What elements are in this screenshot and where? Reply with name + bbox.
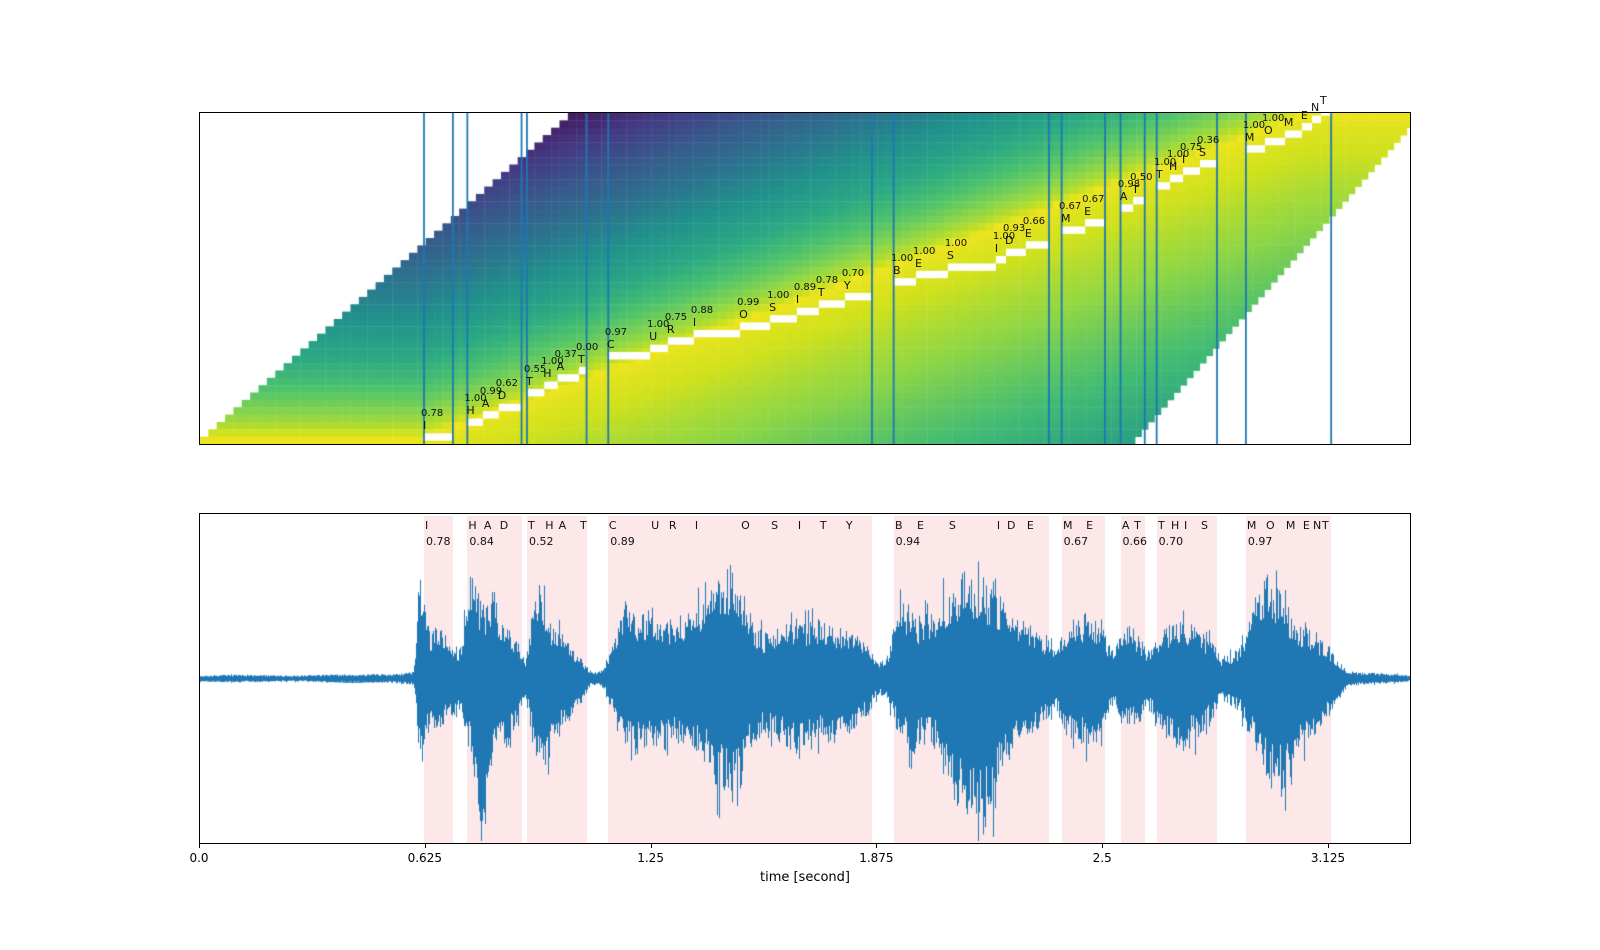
x-axis-tick-mark xyxy=(650,844,652,848)
waveform-canvas xyxy=(200,514,1410,843)
x-axis-tick-label: 2.5 xyxy=(1092,851,1112,865)
x-axis-tick-mark xyxy=(199,844,200,848)
x-axis-tick-mark xyxy=(424,844,426,848)
alignment-heatmap-canvas xyxy=(200,113,1410,444)
x-axis-tick-label: 0.625 xyxy=(407,851,442,865)
x-axis-tick-mark xyxy=(1102,844,1104,848)
x-axis-tick-label: 0.0 xyxy=(189,851,209,865)
x-axis: 0.0 0.625 1.25 1.875 2.5 3.125 xyxy=(189,844,1411,884)
x-axis-tick-mark xyxy=(1328,844,1329,848)
x-axis-tick-label: 1.25 xyxy=(637,851,664,865)
x-axis-tick-label: 1.875 xyxy=(859,851,894,865)
alignment-trellis-panel: I 0.78 H 1.00 A 0.99 D 0.62 T 0.55 H 1.00 A 0.37 T 0.00… xyxy=(199,95,1411,445)
waveform-panel: I 0.78 H A D 0.84 T H A T 0.52 C U R I O S I T Y 0.89 B E S I D E 0… xyxy=(199,513,1411,844)
aligned-char-label: T xyxy=(1320,94,1327,107)
x-axis-label: time [second] xyxy=(759,870,850,885)
x-axis-tick-mark xyxy=(876,844,878,848)
x-axis-tick-label: 3.125 xyxy=(1310,851,1346,865)
